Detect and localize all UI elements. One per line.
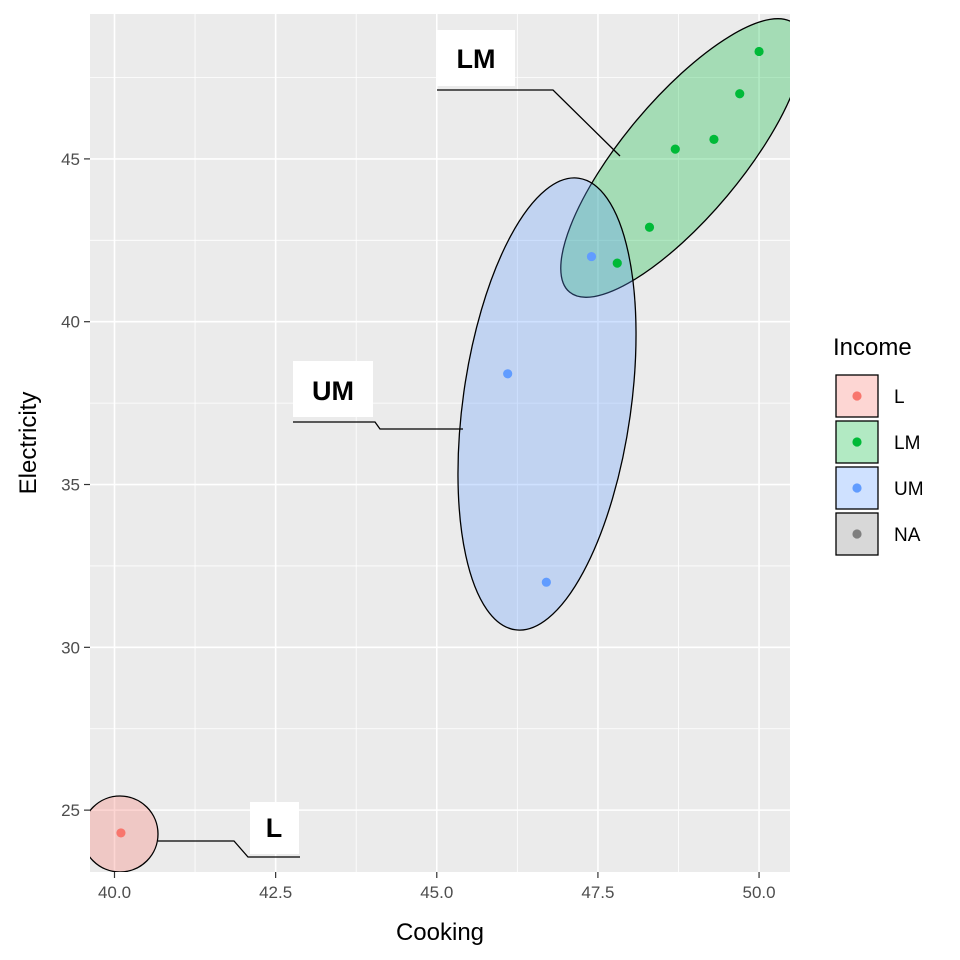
x-tick-label: 47.5 <box>581 883 614 902</box>
y-axis-title: Electricity <box>15 392 42 495</box>
x-axis-title: Cooking <box>396 919 484 946</box>
legend-key-dot-UM <box>852 483 862 493</box>
legend-label-L: L <box>894 387 905 408</box>
y-tick-label: 40 <box>61 313 80 332</box>
x-axis: 40.0 42.5 45.0 47.5 50.0 <box>98 872 776 902</box>
y-axis: 25 30 35 40 45 <box>61 150 90 820</box>
x-tick-label: 50.0 <box>743 883 776 902</box>
points-layer <box>116 46 764 838</box>
legend-label-LM: LM <box>894 433 920 454</box>
legend-key-dot-LM <box>852 437 862 447</box>
group-label-LM: LM <box>457 44 496 74</box>
leader-line-LM <box>437 89 621 157</box>
y-tick-label: 35 <box>61 476 80 495</box>
group-label-UM-box: UM <box>293 361 373 417</box>
group-label-L-box: L <box>250 802 299 854</box>
data-point-UM <box>503 369 513 379</box>
legend-key-dot-NA <box>852 529 862 539</box>
ellipse-UM <box>457 177 637 631</box>
y-tick-label: 30 <box>61 638 80 657</box>
data-point-LM <box>735 89 745 99</box>
data-point-LM <box>754 46 764 57</box>
group-label-UM: UM <box>312 376 354 406</box>
y-tick-label: 45 <box>61 150 80 169</box>
data-point-LM <box>644 222 655 232</box>
group-label-L: L <box>266 813 283 843</box>
legend-label-NA: NA <box>894 525 921 546</box>
data-point-LM <box>670 144 680 154</box>
data-point-LM <box>612 258 622 268</box>
x-tick-label: 40.0 <box>98 883 131 902</box>
legend-label-UM: UM <box>894 479 924 500</box>
legend-key-dot-L <box>852 391 862 401</box>
x-tick-label: 45.0 <box>420 883 453 902</box>
data-point-LM <box>709 134 719 144</box>
grid-minor <box>90 14 790 872</box>
grid-major <box>90 14 790 872</box>
ellipse-UM-group <box>457 177 637 631</box>
data-point-UM <box>541 577 551 587</box>
leader-line-L <box>158 840 300 858</box>
data-point-UM <box>586 251 597 262</box>
y-tick-label: 25 <box>61 801 80 820</box>
leader-line-UM <box>293 421 463 430</box>
data-point-L <box>116 828 126 838</box>
legend-title: Income <box>833 334 912 361</box>
group-label-LM-box: LM <box>437 30 515 86</box>
x-tick-label: 42.5 <box>259 883 292 902</box>
legend: Income L LM UM NA <box>833 334 924 556</box>
